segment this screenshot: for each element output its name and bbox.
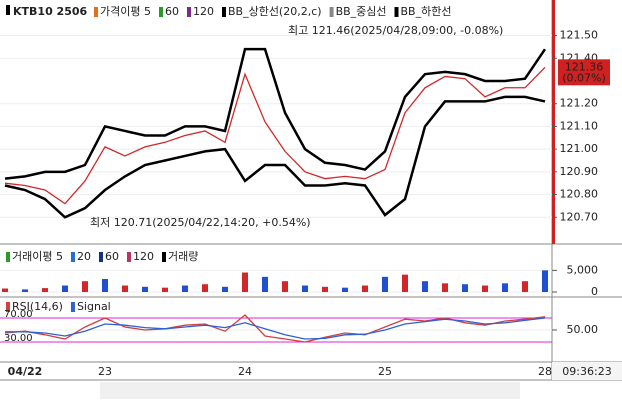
time-box [552,362,622,380]
y-tick-label: 121.50 [560,29,599,42]
toolbar[interactable] [100,382,520,399]
level-label: 70.00 [4,309,33,320]
bar [202,284,208,292]
legend-swatch [158,7,163,17]
bar [22,289,28,292]
bar [482,285,488,292]
bar [462,284,468,292]
bar [42,288,48,292]
y-tick-label: 121.20 [560,97,599,110]
y-tick-label: 120.70 [560,210,599,223]
bar [82,281,88,292]
bar [162,287,168,292]
legend-swatch [126,252,131,262]
legend-label: RSI(14,6) [12,300,63,313]
bar [502,283,508,292]
y-tick-label: 0 [591,285,598,298]
bar [222,286,228,292]
legend-swatch [98,252,103,262]
bar [282,281,288,292]
bar [62,285,68,292]
legend-swatch [70,302,75,312]
bar [302,285,308,292]
legend-swatch [161,252,166,262]
legend-label: BB_하한선 [401,4,452,18]
legend-label: Signal [77,300,111,313]
y-tick-label: 121.00 [560,142,599,155]
y-tick-label: 120.90 [560,165,599,178]
legend-swatch [94,7,98,17]
legend-label: 20 [77,250,91,263]
clock: 09:36:23 [562,365,611,378]
legend-label: 가격이평 5 [100,5,151,18]
legend-swatch [329,7,334,17]
legend-label: BB_상한선(20,2,c) [228,5,322,18]
legend-label: BB_중심선 [336,5,387,18]
series-line [5,317,546,340]
bar [242,272,248,292]
price-bar [552,0,555,244]
last-price-box [558,59,610,86]
bar [422,281,428,292]
bar [142,286,148,292]
x-tick-label: 04/22 [8,365,43,378]
legend-label: 120 [133,250,154,263]
legend-swatch [394,7,399,17]
legend-label: 60 [105,250,119,263]
annotation: 최저 120.71(2025/04/22,14:20, +0.54%) [90,216,311,229]
series-line [4,95,546,219]
y-tick-label: 50.00 [567,323,599,336]
x-tick-label: 23 [98,365,112,378]
bar [262,276,268,292]
bar [2,288,8,292]
x-tick-label: 28 [538,365,552,378]
bar [442,283,448,292]
bar [542,270,548,292]
x-tick-label: 24 [238,365,252,378]
x-tick-label: 25 [378,365,392,378]
y-tick-label: 5,000 [567,263,599,276]
series-line [4,66,546,205]
bar [382,276,388,292]
bar [322,286,328,292]
annotation: 최고 121.46(2025/04/28,09:00, -0.08%) [288,24,503,37]
bar [342,287,348,292]
legend-swatch [221,7,226,17]
y-tick-label: 120.80 [560,188,599,201]
y-tick-label: 121.10 [560,119,599,132]
legend-swatch [70,252,75,262]
bar [102,279,108,292]
legend-label: 60 [165,5,179,18]
legend-label: 거래량 [168,250,198,263]
bar [122,285,128,292]
series-line [4,47,547,180]
bar [402,274,408,292]
title-marker [6,5,10,15]
last-change: (0.07%) [562,71,606,84]
legend-swatch [6,252,10,262]
legend-swatch [186,7,191,17]
bar [182,285,188,292]
last-price: 121.36 [565,60,604,73]
bar [522,281,528,292]
legend-label: 120 [193,5,214,18]
chart-title: KTB10 2506 [13,5,88,18]
level-label: 30.00 [4,333,33,344]
legend-swatch [6,302,10,312]
bar [362,285,368,292]
legend-label: 거래이평 5 [12,250,63,263]
